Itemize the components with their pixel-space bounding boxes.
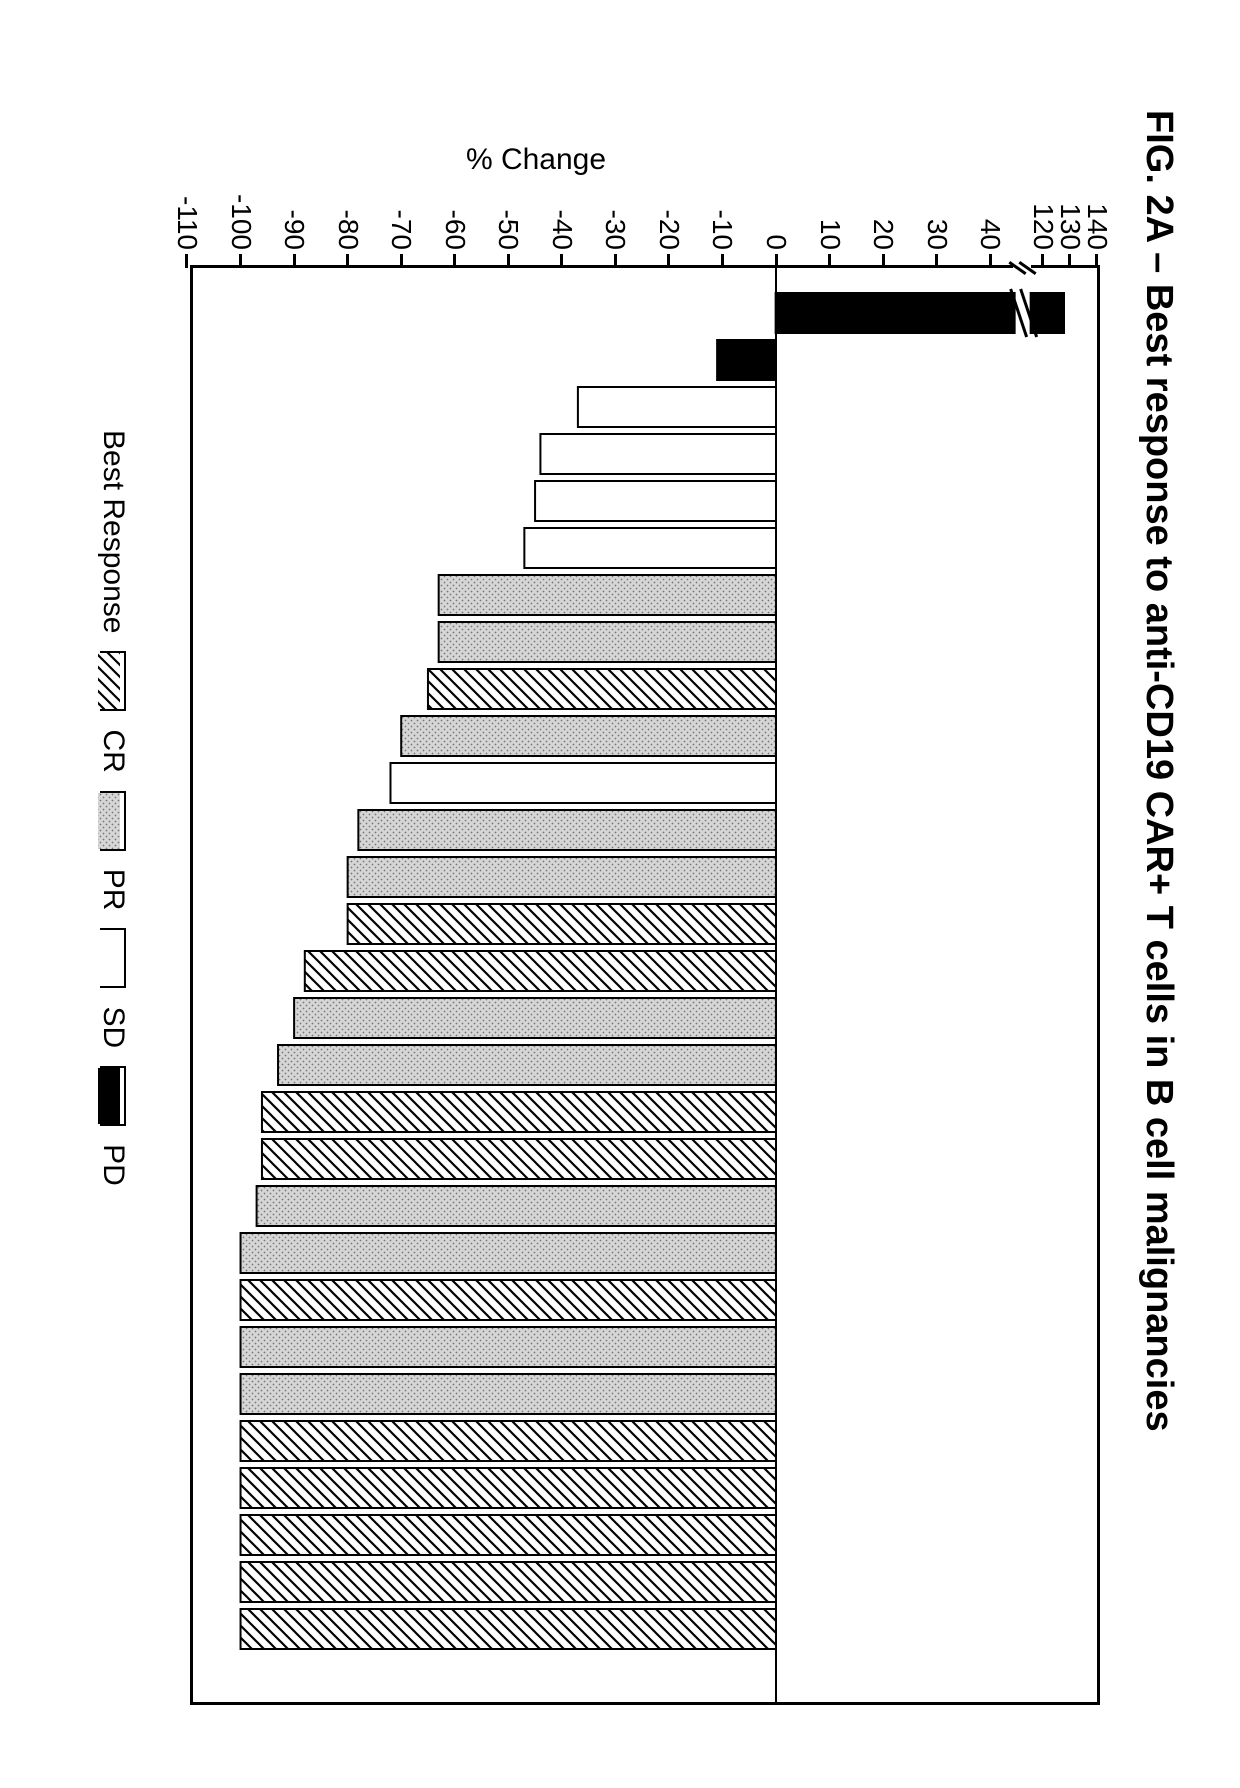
bar [241, 1421, 776, 1461]
bar [241, 1515, 776, 1555]
y-tick [721, 254, 724, 268]
y-tick-label: -110 [171, 196, 203, 250]
y-tick [1096, 254, 1099, 268]
figure-label-prefix: FIG. 2A – [1138, 110, 1180, 284]
y-tick [400, 254, 403, 268]
legend-title: Best Response [96, 430, 130, 633]
bar [524, 528, 776, 568]
y-tick-label: 10 [814, 219, 846, 250]
bar [717, 340, 776, 380]
legend-swatch-pd [100, 1066, 126, 1126]
y-tick-label: -90 [278, 210, 310, 250]
legend-label-pr: PR [96, 869, 130, 911]
bar [241, 1280, 776, 1320]
bar [535, 481, 776, 521]
legend: Best Response CR PR SD PD [96, 430, 130, 1186]
bar [348, 857, 776, 897]
y-tick [453, 254, 456, 268]
bar [540, 434, 776, 474]
y-tick [1041, 254, 1044, 268]
y-tick-label: 20 [867, 219, 899, 250]
bar [390, 763, 776, 803]
y-tick [346, 254, 349, 268]
bar [294, 998, 776, 1038]
zero-line [775, 268, 777, 1702]
y-tick [935, 254, 938, 268]
y-tick-label: -50 [492, 210, 524, 250]
y-tick [1068, 254, 1071, 268]
bar [578, 387, 776, 427]
y-tick-label: -30 [599, 210, 631, 250]
bar [262, 1139, 776, 1179]
legend-swatch-pr [100, 791, 126, 851]
y-tick-label: -10 [706, 210, 738, 250]
figure-title-text: Best response to anti-CD19 CAR+ T cells … [1138, 284, 1180, 1432]
y-tick [560, 254, 563, 268]
y-tick [186, 254, 189, 268]
bar [348, 904, 776, 944]
y-tick-label: 40 [974, 219, 1006, 250]
y-tick [667, 254, 670, 268]
y-tick [828, 254, 831, 268]
bar [241, 1233, 776, 1273]
y-tick [507, 254, 510, 268]
bar [262, 1092, 776, 1132]
bar [305, 951, 776, 991]
y-tick-label: -60 [439, 210, 471, 250]
bar [776, 293, 1064, 333]
bar [241, 1468, 776, 1508]
legend-swatch-cr [100, 651, 126, 711]
bar [358, 810, 776, 850]
y-tick [293, 254, 296, 268]
bar [439, 575, 776, 615]
bar [439, 622, 776, 662]
figure-title: FIG. 2A – Best response to anti-CD19 CAR… [1137, 110, 1180, 1432]
bar [241, 1374, 776, 1414]
y-tick-label: -70 [385, 210, 417, 250]
y-tick [239, 254, 242, 268]
y-tick-label: -100 [225, 194, 257, 250]
y-tick-label: 30 [921, 219, 953, 250]
plot-area: -110-100-90-80-70-60-50-40-30-20-1001020… [190, 265, 1100, 1705]
y-tick [614, 254, 617, 268]
bar [241, 1327, 776, 1367]
bar [257, 1186, 776, 1226]
y-tick-label: -80 [332, 210, 364, 250]
y-tick-label: 0 [760, 234, 792, 250]
bar [241, 1562, 776, 1602]
y-tick [775, 254, 778, 268]
legend-label-sd: SD [96, 1006, 130, 1048]
legend-label-cr: CR [96, 729, 130, 772]
figure-canvas: FIG. 2A – Best response to anti-CD19 CAR… [0, 0, 1240, 1788]
bar [401, 716, 776, 756]
legend-swatch-sd [100, 928, 126, 988]
bar [241, 1609, 776, 1649]
y-axis-label: % Change [466, 143, 606, 177]
y-tick [989, 254, 992, 268]
y-tick-label: -40 [546, 210, 578, 250]
bar [278, 1045, 776, 1085]
y-tick-label: -20 [653, 210, 685, 250]
y-tick-label: 140 [1081, 203, 1113, 250]
bar [428, 669, 776, 709]
y-tick [882, 254, 885, 268]
legend-label-pd: PD [96, 1144, 130, 1186]
